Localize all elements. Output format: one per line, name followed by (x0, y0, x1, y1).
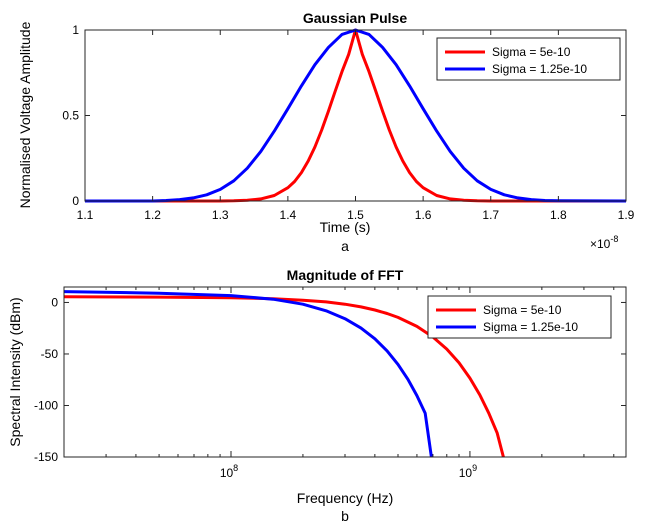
chart-a-legend-box (436, 37, 621, 81)
chart-a-title: Gaussian Pulse (303, 10, 407, 26)
chart-a-legend-label-2: Sigma = 1.25e-10 (492, 62, 587, 76)
chart-b-xlabel: Frequency (Hz) (297, 490, 393, 506)
chart-b-legend-box (427, 295, 612, 339)
chart-b-ytick-label: 0 (51, 295, 58, 309)
chart-a-xtick-label: 1.9 (618, 208, 635, 222)
chart-a-xtick-label: 1.5 (347, 208, 364, 222)
chart-b-xtick-label: 108 (220, 463, 238, 480)
chart-b-ytick-label: -100 (34, 398, 58, 412)
chart-a-xtick-label: 1.6 (415, 208, 432, 222)
chart-a-xtick-label: 1.4 (280, 208, 297, 222)
chart-b-ticks: 108 109 0 -50 -100 -150 (34, 287, 626, 480)
chart-b-series-layer (63, 290, 505, 458)
chart-b-legend: Sigma = 5e-10 Sigma = 1.25e-10 (427, 295, 612, 339)
chart-a: 1.1 1.2 1.3 1.4 1.5 1.6 1.7 1.8 1.9 0 0.5 1 Gaussia… (17, 10, 635, 254)
chart-b: 108 109 0 -50 -100 -150 Magnitude of FFT Freq… (7, 267, 627, 524)
chart-a-xtick-label: 1.3 (212, 208, 229, 222)
chart-b-xtick-label: 109 (459, 463, 477, 480)
chart-a-xtick-label: 1.7 (482, 208, 499, 222)
chart-a-xtick-label: 1.8 (550, 208, 567, 222)
chart-a-xlabel: Time (s) (320, 219, 371, 235)
chart-b-ylabel: Spectral Intensity (dBm) (7, 297, 23, 446)
chart-b-legend-label-1: Sigma = 5e-10 (483, 303, 562, 317)
chart-a-caption: a (341, 238, 349, 254)
chart-a-xtick-label: 1.2 (144, 208, 161, 222)
chart-b-ytick-label: -150 (34, 450, 58, 464)
chart-b-title: Magnitude of FFT (287, 267, 404, 283)
chart-a-x-exponent: ×10-8 (590, 234, 618, 251)
chart-a-ytick-label: 1 (72, 23, 79, 37)
chart-a-ytick-label: 0.5 (62, 109, 79, 123)
chart-a-ytick-label: 0 (72, 194, 79, 208)
chart-b-legend-label-2: Sigma = 1.25e-10 (483, 320, 578, 334)
chart-a-xtick-label: 1.1 (77, 208, 94, 222)
chart-b-caption: b (341, 508, 349, 524)
chart-a-x-exponent-base: ×10 (590, 237, 611, 251)
chart-a-x-exponent-power: -8 (610, 234, 618, 244)
chart-a-legend: Sigma = 5e-10 Sigma = 1.25e-10 (436, 37, 621, 81)
chart-b-ytick-label: -50 (41, 347, 59, 361)
chart-b-series-line-2 (63, 290, 433, 458)
chart-a-ylabel: Normalised Voltage Amplitude (17, 21, 33, 208)
chart-a-legend-label-1: Sigma = 5e-10 (492, 45, 571, 59)
chart-a-ticks: 1.1 1.2 1.3 1.4 1.5 1.6 1.7 1.8 1.9 0 0.5 1 (62, 23, 634, 222)
